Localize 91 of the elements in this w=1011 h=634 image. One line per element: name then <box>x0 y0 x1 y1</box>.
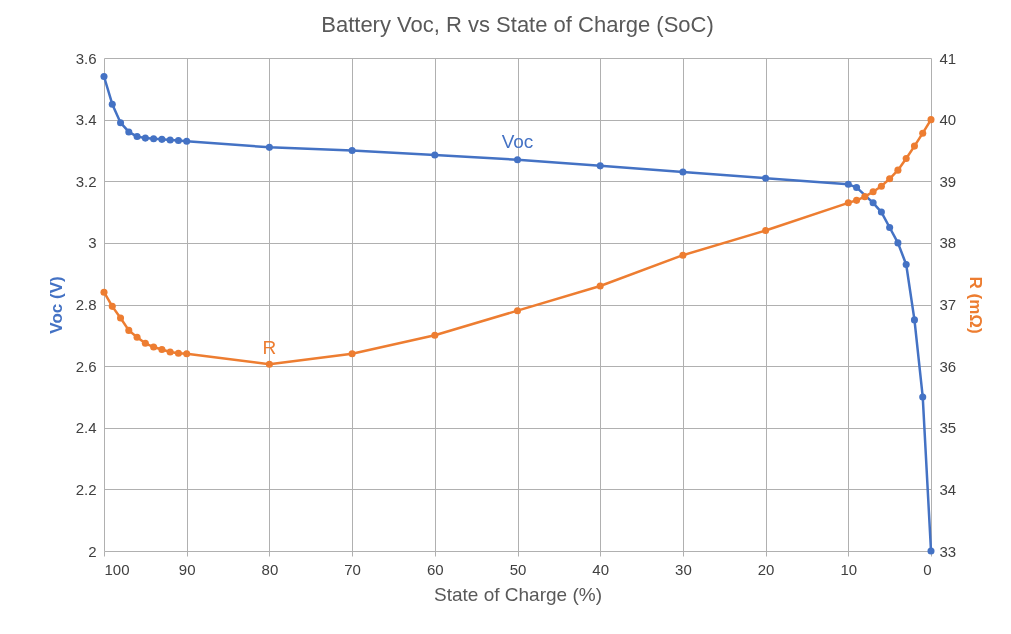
point <box>133 333 141 341</box>
y-tick-label: 2 <box>88 542 97 560</box>
chart-title: Battery Voc, R vs State of Charge (SoC) <box>321 12 714 37</box>
point <box>100 72 108 81</box>
point <box>910 142 918 150</box>
y-tick-label: 3.4 <box>75 111 97 129</box>
x-tick-label: 20 <box>757 560 775 578</box>
y-axis-title: Voc (V) <box>46 276 66 334</box>
point <box>513 156 522 164</box>
point <box>108 100 116 108</box>
y2-tick-label: 37 <box>939 296 957 313</box>
point <box>150 343 158 351</box>
point <box>910 316 918 324</box>
y-tick-label: 3 <box>88 234 97 252</box>
x-tick-label: 40 <box>592 560 610 578</box>
point <box>919 393 927 401</box>
point <box>596 162 604 170</box>
y2-tick-label: 36 <box>939 357 957 375</box>
point <box>166 348 174 356</box>
point <box>431 151 439 159</box>
point <box>174 349 182 357</box>
point <box>265 360 273 368</box>
point <box>108 302 116 310</box>
point <box>125 326 133 334</box>
point <box>762 227 770 235</box>
y2-tick-label: 40 <box>939 111 957 129</box>
x-tick-label: 80 <box>261 560 279 578</box>
point <box>513 307 522 315</box>
point <box>927 116 935 124</box>
point <box>762 174 770 182</box>
point <box>166 136 174 144</box>
point <box>844 199 852 207</box>
point <box>158 345 166 354</box>
point <box>886 175 894 183</box>
point <box>886 223 894 231</box>
point <box>100 288 108 296</box>
point <box>869 188 877 196</box>
point <box>133 133 141 141</box>
point <box>141 134 149 142</box>
point <box>596 282 604 290</box>
point <box>117 119 125 127</box>
point <box>844 180 852 188</box>
point <box>919 129 927 137</box>
x-tick-label: 60 <box>426 560 444 578</box>
y2-tick-label: 33 <box>939 542 957 560</box>
point <box>902 260 910 268</box>
point <box>853 196 861 204</box>
y-tick-label: 2.2 <box>75 480 97 498</box>
point <box>125 128 133 136</box>
y2-tick-label: 39 <box>939 172 957 190</box>
point <box>877 208 885 216</box>
point <box>679 168 687 176</box>
x-tick-label: 0 <box>923 560 932 578</box>
series-label: R <box>262 337 277 359</box>
point <box>894 166 902 174</box>
point <box>117 314 125 322</box>
y-tick-label: 2.4 <box>75 419 97 437</box>
y2-axis-title: R (mΩ) <box>966 276 986 334</box>
point <box>853 183 861 191</box>
x-tick-label: 90 <box>178 560 196 578</box>
x-tick-label: 70 <box>344 560 361 578</box>
y-tick-label: 3.6 <box>75 49 97 67</box>
point <box>265 143 273 151</box>
x-tick-label: 30 <box>675 560 692 578</box>
point <box>902 154 910 162</box>
point <box>869 199 877 207</box>
y2-tick-label: 38 <box>939 234 957 252</box>
point <box>150 135 158 143</box>
point <box>861 193 869 201</box>
y2-tick-label: 35 <box>939 419 957 437</box>
y2-tick-label: 41 <box>939 49 957 67</box>
x-axis-title: State of Charge (%) <box>434 583 602 605</box>
point <box>158 135 166 143</box>
x-tick-label: 50 <box>509 560 527 578</box>
point <box>877 182 885 190</box>
point <box>348 146 356 154</box>
point <box>431 331 439 339</box>
y2-tick-label: 34 <box>939 480 957 498</box>
point <box>679 251 687 259</box>
point <box>174 137 182 145</box>
point <box>141 339 149 347</box>
point <box>183 137 191 145</box>
y-tick-label: 3.2 <box>75 172 97 190</box>
y-tick-label: 2.6 <box>75 357 97 375</box>
point <box>183 350 191 358</box>
y-tick-label: 2.8 <box>75 296 97 313</box>
x-tick-label: 10 <box>840 560 858 578</box>
point <box>894 239 902 247</box>
series-label: Voc <box>501 130 534 152</box>
x-tick-label: 100 <box>104 560 130 578</box>
point <box>348 350 356 358</box>
